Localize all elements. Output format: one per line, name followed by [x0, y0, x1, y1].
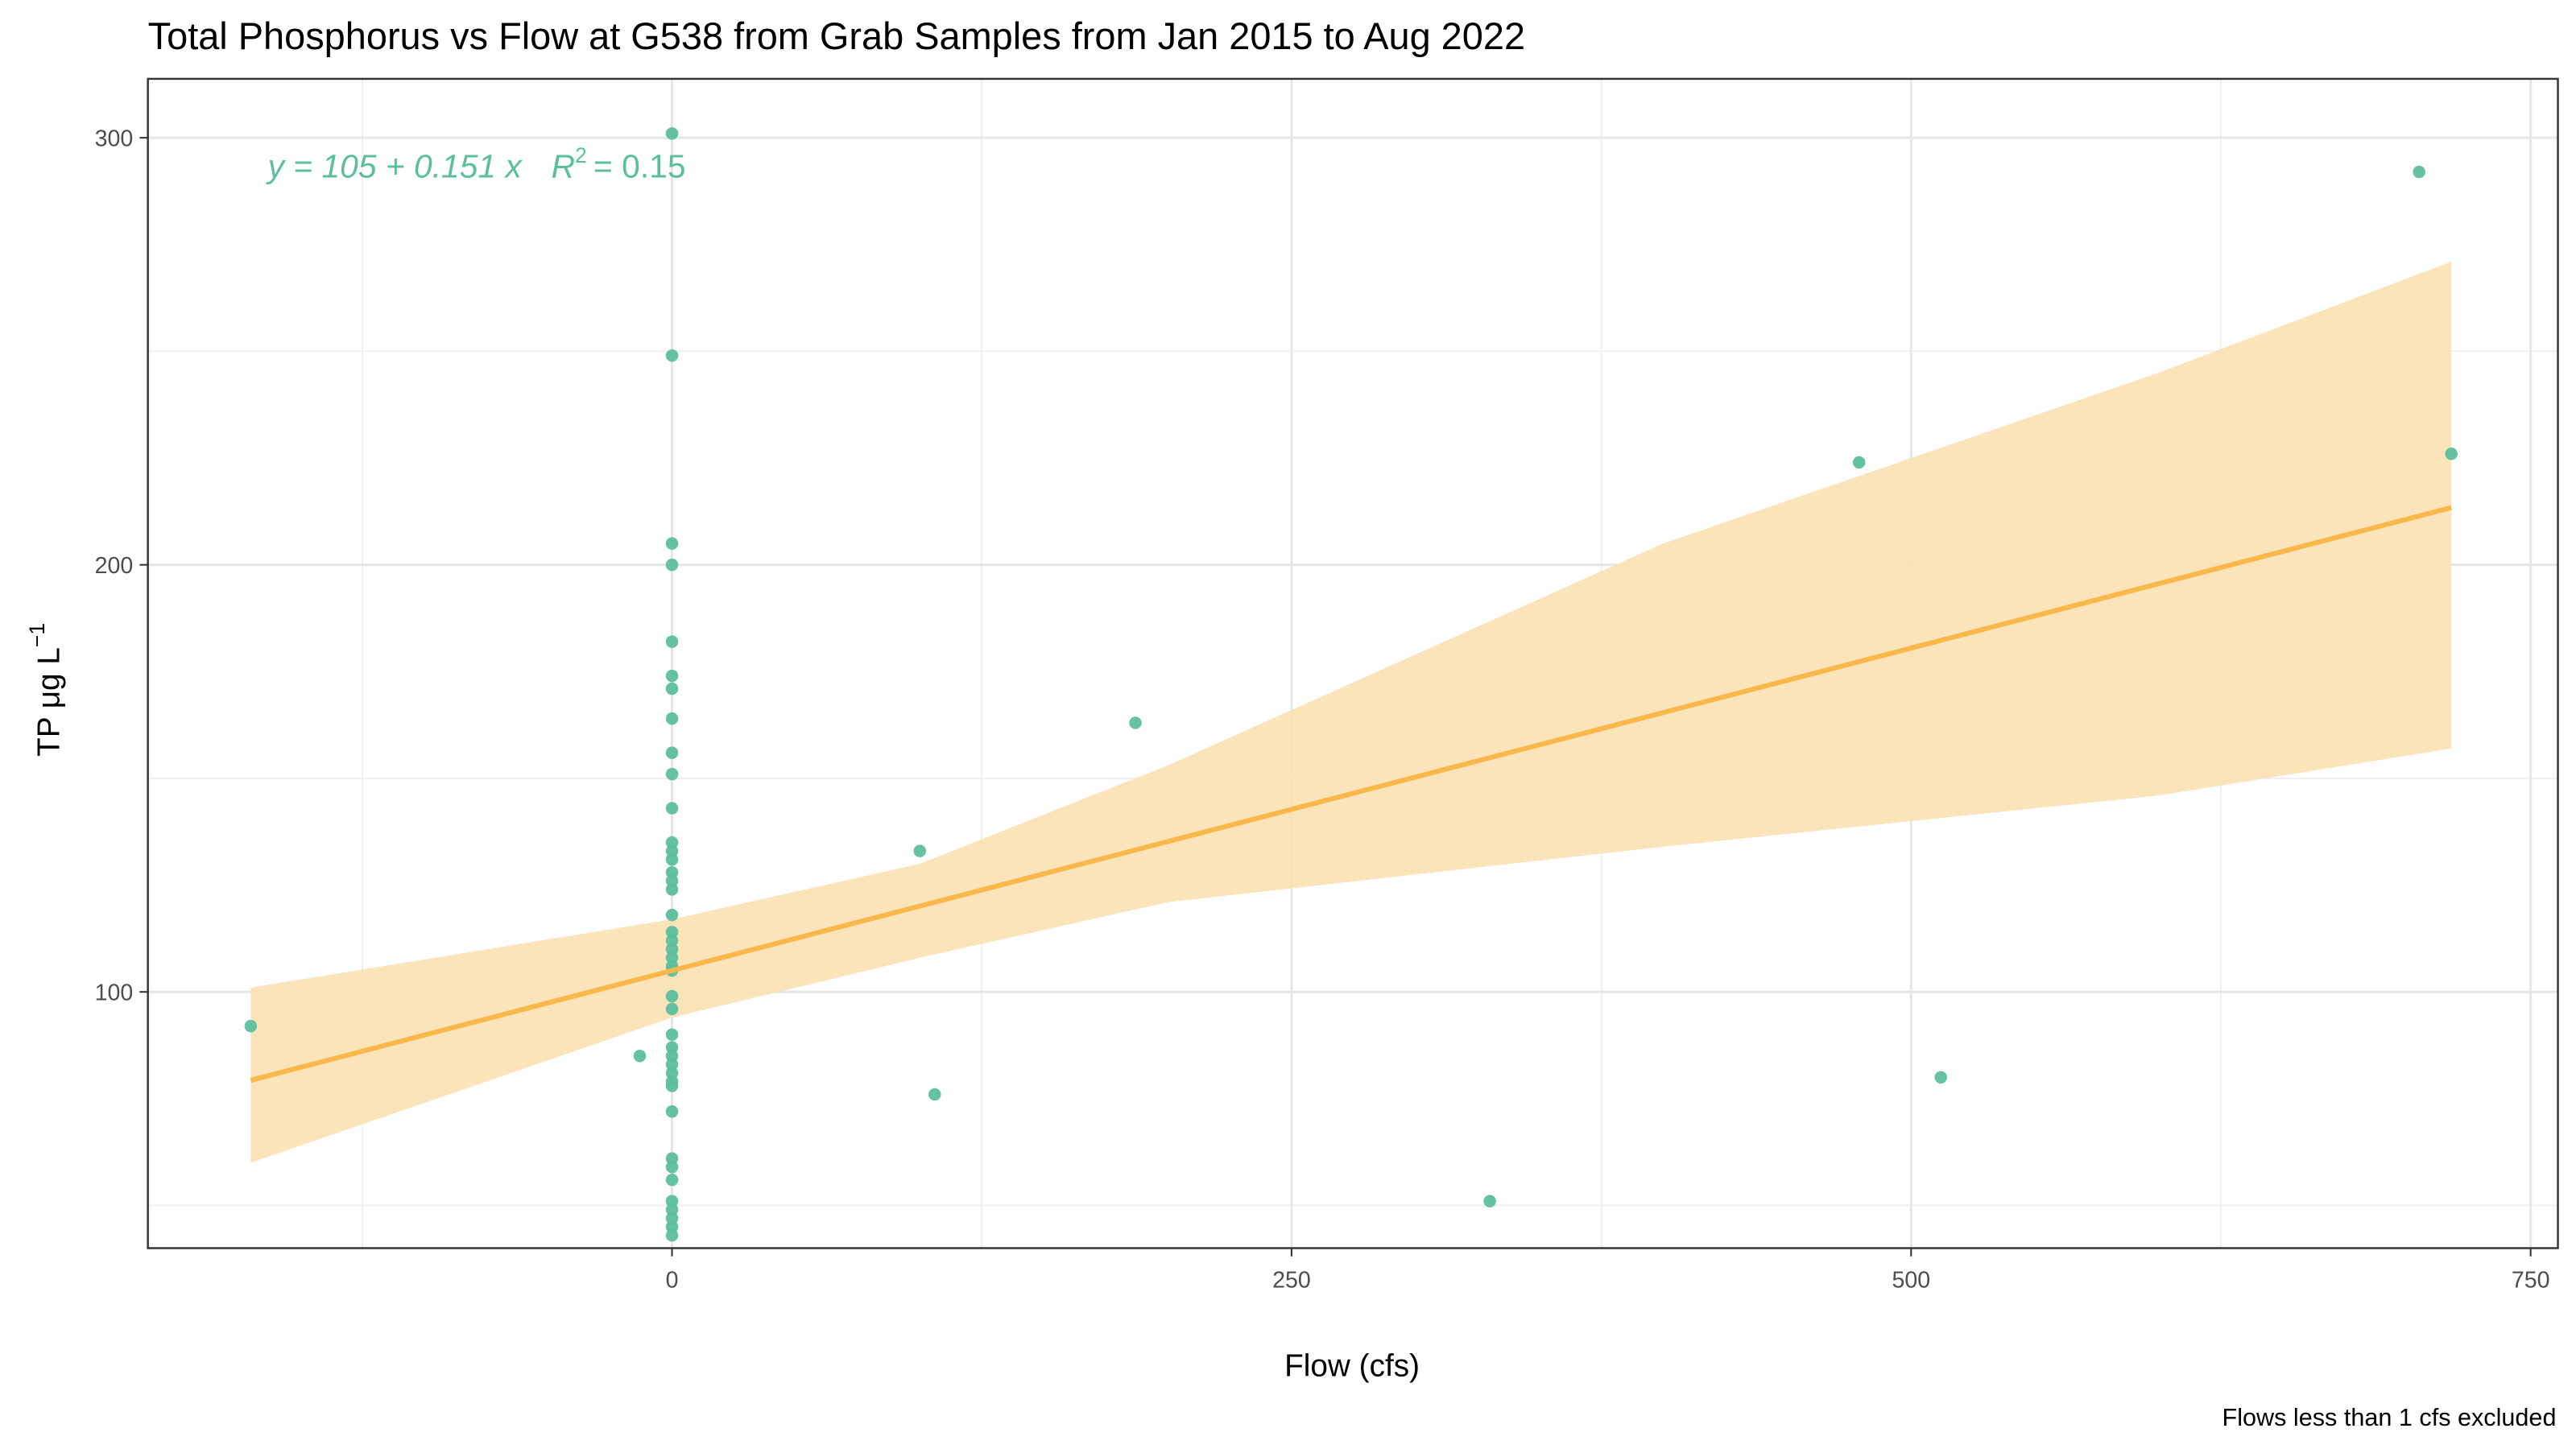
y-tick-label: 300	[95, 126, 134, 151]
point	[913, 844, 927, 857]
point	[665, 558, 679, 572]
r2-exponent: 2	[575, 143, 587, 167]
point	[665, 1173, 679, 1187]
point	[665, 1041, 679, 1054]
point	[665, 951, 679, 964]
x-tick-label: 0	[666, 1267, 679, 1293]
caption: Flows less than 1 cfs excluded	[2222, 1404, 2557, 1431]
point	[665, 767, 679, 781]
x-axis-label: Flow (cfs)	[1284, 1349, 1420, 1384]
point	[665, 349, 679, 362]
point	[665, 989, 679, 1003]
y-axis-label-text: TP μg L	[31, 647, 66, 757]
point	[2445, 447, 2458, 460]
annotation: y = 105 + 0.151 x R2 = 0.15	[266, 143, 686, 184]
point	[665, 669, 679, 683]
point	[665, 852, 679, 866]
point	[665, 865, 679, 879]
y-tick-label: 100	[95, 980, 134, 1005]
point	[665, 1104, 679, 1118]
point	[665, 712, 679, 725]
point	[665, 1067, 679, 1080]
point	[665, 883, 679, 896]
point	[665, 1050, 679, 1063]
point	[665, 943, 679, 956]
point	[665, 682, 679, 696]
y-axis-label-exponent: −1	[25, 623, 49, 647]
y-axis-label: TP μg L−1	[25, 623, 66, 757]
point	[665, 836, 679, 849]
point	[665, 1220, 679, 1233]
x-tick-label: 750	[2512, 1267, 2550, 1293]
point	[665, 635, 679, 648]
point	[665, 537, 679, 550]
point	[1483, 1195, 1496, 1208]
point	[665, 1160, 679, 1174]
point	[665, 1028, 679, 1041]
point	[2413, 165, 2425, 179]
point	[1934, 1071, 1947, 1084]
fit-line	[250, 505, 2452, 1083]
chart-title: Total Phosphorus vs Flow at G538 from Gr…	[148, 15, 1525, 57]
point	[928, 1088, 941, 1101]
y-tick-label: 200	[95, 553, 134, 579]
point	[665, 1002, 679, 1016]
point	[665, 1058, 679, 1071]
point	[665, 844, 679, 857]
point	[244, 1019, 258, 1033]
point	[665, 1152, 679, 1165]
point	[665, 934, 679, 947]
point	[665, 908, 679, 922]
x-tick-label: 250	[1272, 1267, 1311, 1293]
point	[665, 1212, 679, 1225]
point	[665, 802, 679, 815]
point	[665, 874, 679, 887]
point	[665, 1080, 679, 1092]
point	[665, 926, 679, 939]
point	[633, 1050, 647, 1063]
r2-symbol: R	[552, 147, 575, 184]
point	[665, 746, 679, 759]
point	[665, 1203, 679, 1216]
point	[665, 127, 679, 140]
x-tick-label: 500	[1892, 1267, 1930, 1293]
r2-text: = 0.15	[593, 147, 686, 184]
point	[665, 1195, 679, 1208]
point	[1852, 456, 1866, 469]
panel-border	[147, 77, 2559, 1249]
point	[1129, 716, 1142, 729]
point	[665, 1228, 679, 1242]
equation: y = 105 + 0.151 x	[266, 147, 523, 184]
marks	[244, 127, 2458, 1242]
